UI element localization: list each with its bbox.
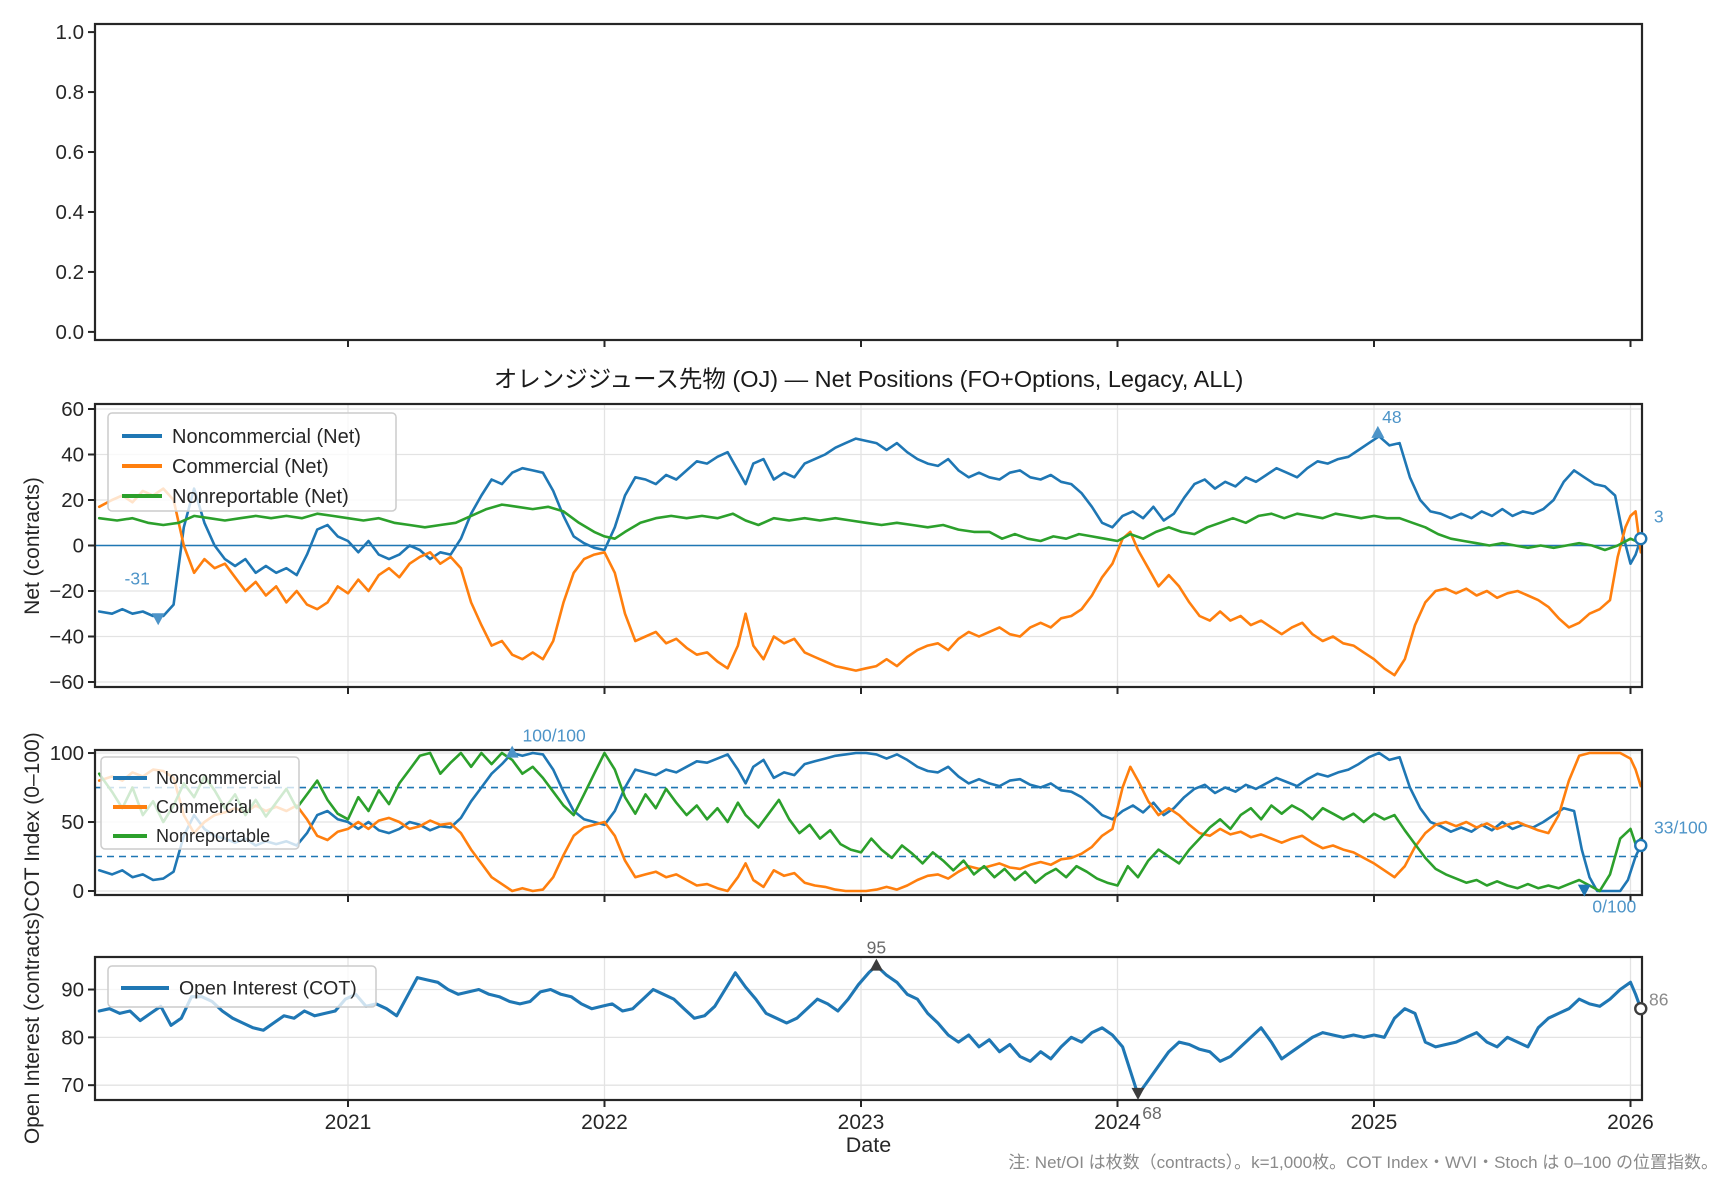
panel-cot-index: Noncommercial Commercial Nonreportable 100 5… [50, 726, 1708, 917]
series-nonreportable-net-line [97, 503, 1642, 552]
panel-net-positions: Noncommercial (Net) Commercial (Net) Nonre… [49, 398, 1664, 694]
annotation-label-31: -31 [125, 568, 150, 588]
legend: Noncommercial Commercial Nonreportable [100, 756, 300, 850]
annotation-marker-33-100 [1634, 838, 1648, 853]
y-tick-label: 0.6 [56, 141, 85, 164]
x-tick-label-2024: 2024 [1094, 1111, 1141, 1134]
legend-box [107, 412, 397, 512]
annotation-label-95: 95 [867, 938, 886, 958]
x-tick-label-2025: 2025 [1351, 1111, 1398, 1134]
legend: Noncommercial (Net) Commercial (Net) Nonre… [107, 412, 397, 512]
annotation-marker-48 [1371, 425, 1385, 438]
y-tick-label: 100 [50, 742, 84, 765]
legend-label-commercial: Commercial [156, 797, 252, 817]
y-tick-label: −40 [49, 625, 84, 648]
ylabel-cot-index: COT Index (0–100) [21, 732, 44, 912]
legend-box [100, 756, 300, 850]
chart-title: オレンジジュース先物 (OJ) — Net Positions (FO+Opti… [493, 366, 1244, 392]
y-tick-label: 0 [73, 535, 84, 558]
y-tick-label: 90 [61, 979, 84, 1002]
xlabel-date: Date [845, 1133, 892, 1157]
annotation-label-33-100: 33/100 [1654, 817, 1708, 837]
x-tick-label-2022: 2022 [581, 1111, 628, 1134]
annotation-marker-0-100 [1577, 884, 1591, 897]
y-tick-label: 40 [61, 444, 84, 467]
y-tick-label: 0.2 [56, 261, 85, 284]
annotation-marker-3 [1634, 531, 1648, 546]
y-tick-label: 20 [61, 489, 84, 512]
series-commercial-line [97, 751, 1642, 893]
panel-empty-top: 1.0 0.8 0.6 0.4 0.2 0.0 [56, 21, 1644, 347]
legend-label-noncommercial: Noncommercial [156, 768, 281, 788]
y-tick-label: 80 [61, 1026, 84, 1049]
y-tick-label: 0.0 [56, 321, 85, 344]
annotation-marker-100-100 [505, 745, 519, 758]
annotation-marker-95 [869, 958, 883, 971]
annotation-label-68: 68 [1142, 1103, 1161, 1123]
y-tick-label: 0.4 [56, 201, 85, 224]
y-tick-label: −60 [49, 671, 84, 694]
series-noncommercial-net-line [97, 434, 1642, 618]
y-tick-label: 1.0 [56, 21, 85, 44]
legend-label-commercial-net: Commercial (Net) [172, 456, 329, 478]
annotation-marker-68 [1131, 1087, 1145, 1100]
legend-label-open-interest-cot: Open Interest (COT) [179, 978, 357, 1000]
series-nonreportable-line [97, 751, 1642, 893]
legend: Open Interest (COT) [107, 965, 377, 1008]
y-tick-label: 0 [73, 880, 84, 903]
x-tick-label-2023: 2023 [838, 1111, 885, 1134]
footnote: 注: Net/OI は枚数（contracts）。k=1,000枚。COT In… [1008, 1153, 1718, 1172]
ylabel-open-interest: Open Interest (contracts) [21, 911, 44, 1145]
annotation-label-0-100: 0/100 [1592, 897, 1636, 917]
axes-spines [93, 22, 1644, 342]
annotation-label-86: 86 [1649, 990, 1668, 1010]
panel-open-interest: Open Interest (COT) 2021 2022 2023 2024 2025 2… [61, 938, 1668, 1134]
annotation-label-100-100: 100/100 [523, 726, 587, 746]
annotation-marker-31 [151, 613, 165, 626]
y-tick-label: −20 [49, 580, 84, 603]
x-tick-label-2021: 2021 [325, 1111, 372, 1134]
y-tick-label: 0.8 [56, 81, 85, 104]
legend-label-nonreportable-net: Nonreportable (Net) [172, 486, 349, 508]
ylabel-net-contracts: Net (contracts) [21, 477, 44, 615]
annotation-label-3: 3 [1654, 507, 1664, 527]
y-tick-label: 60 [61, 398, 84, 421]
x-tick-label-2026: 2026 [1607, 1111, 1654, 1134]
annotation-label-48: 48 [1382, 407, 1401, 427]
y-tick-label: 50 [61, 811, 84, 834]
legend-label-nonreportable: Nonreportable [156, 826, 270, 846]
axes-spines [93, 955, 1644, 1102]
series-commercial-net-line [97, 487, 1642, 677]
annotation-marker-86 [1634, 1001, 1648, 1016]
legend-box [107, 965, 377, 1008]
y-tick-label: 70 [61, 1074, 84, 1097]
legend-label-noncommercial-net: Noncommercial (Net) [172, 426, 361, 448]
